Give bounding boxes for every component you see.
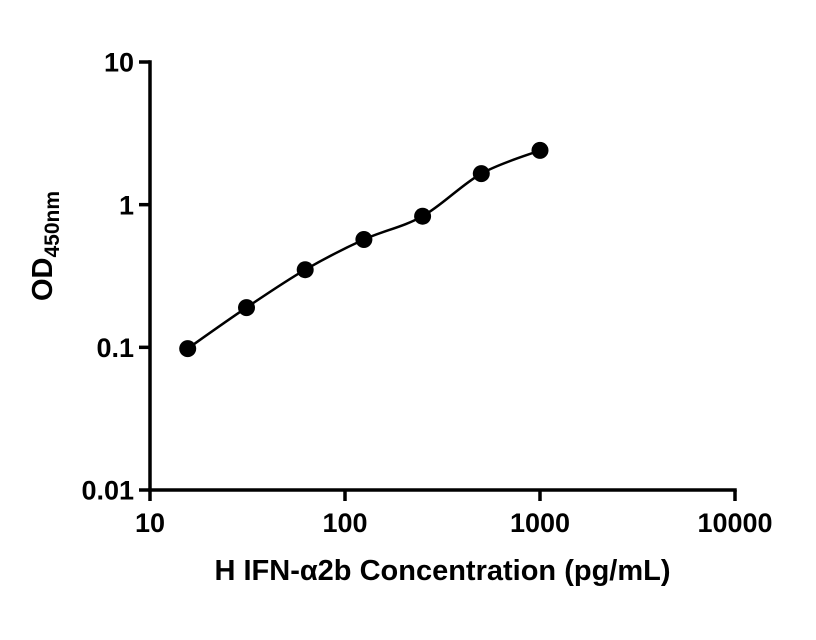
y-axis-title-main: OD xyxy=(27,258,59,302)
y-tick-label: 1 xyxy=(119,190,134,220)
data-point xyxy=(296,261,314,279)
data-point xyxy=(531,141,549,159)
y-tick-label: 0.01 xyxy=(81,476,134,506)
y-axis-title: OD450nm xyxy=(27,191,64,301)
x-tick-label: 1000 xyxy=(510,508,570,538)
x-tick-label: 100 xyxy=(322,508,367,538)
data-point xyxy=(414,207,432,225)
data-point xyxy=(238,299,255,317)
data-point xyxy=(472,165,490,183)
x-axis-title: H IFN-α2b Concentration (pg/mL) xyxy=(214,555,670,587)
y-tick-label: 0.1 xyxy=(96,333,134,363)
data-point xyxy=(179,340,197,358)
data-point xyxy=(355,231,373,248)
x-tick-label: 10000 xyxy=(697,508,772,538)
y-axis-title-sub: 450nm xyxy=(41,191,64,258)
standard-curve-line xyxy=(186,149,541,350)
x-tick-label: 10 xyxy=(135,508,165,538)
y-tick-label: 10 xyxy=(104,48,134,78)
